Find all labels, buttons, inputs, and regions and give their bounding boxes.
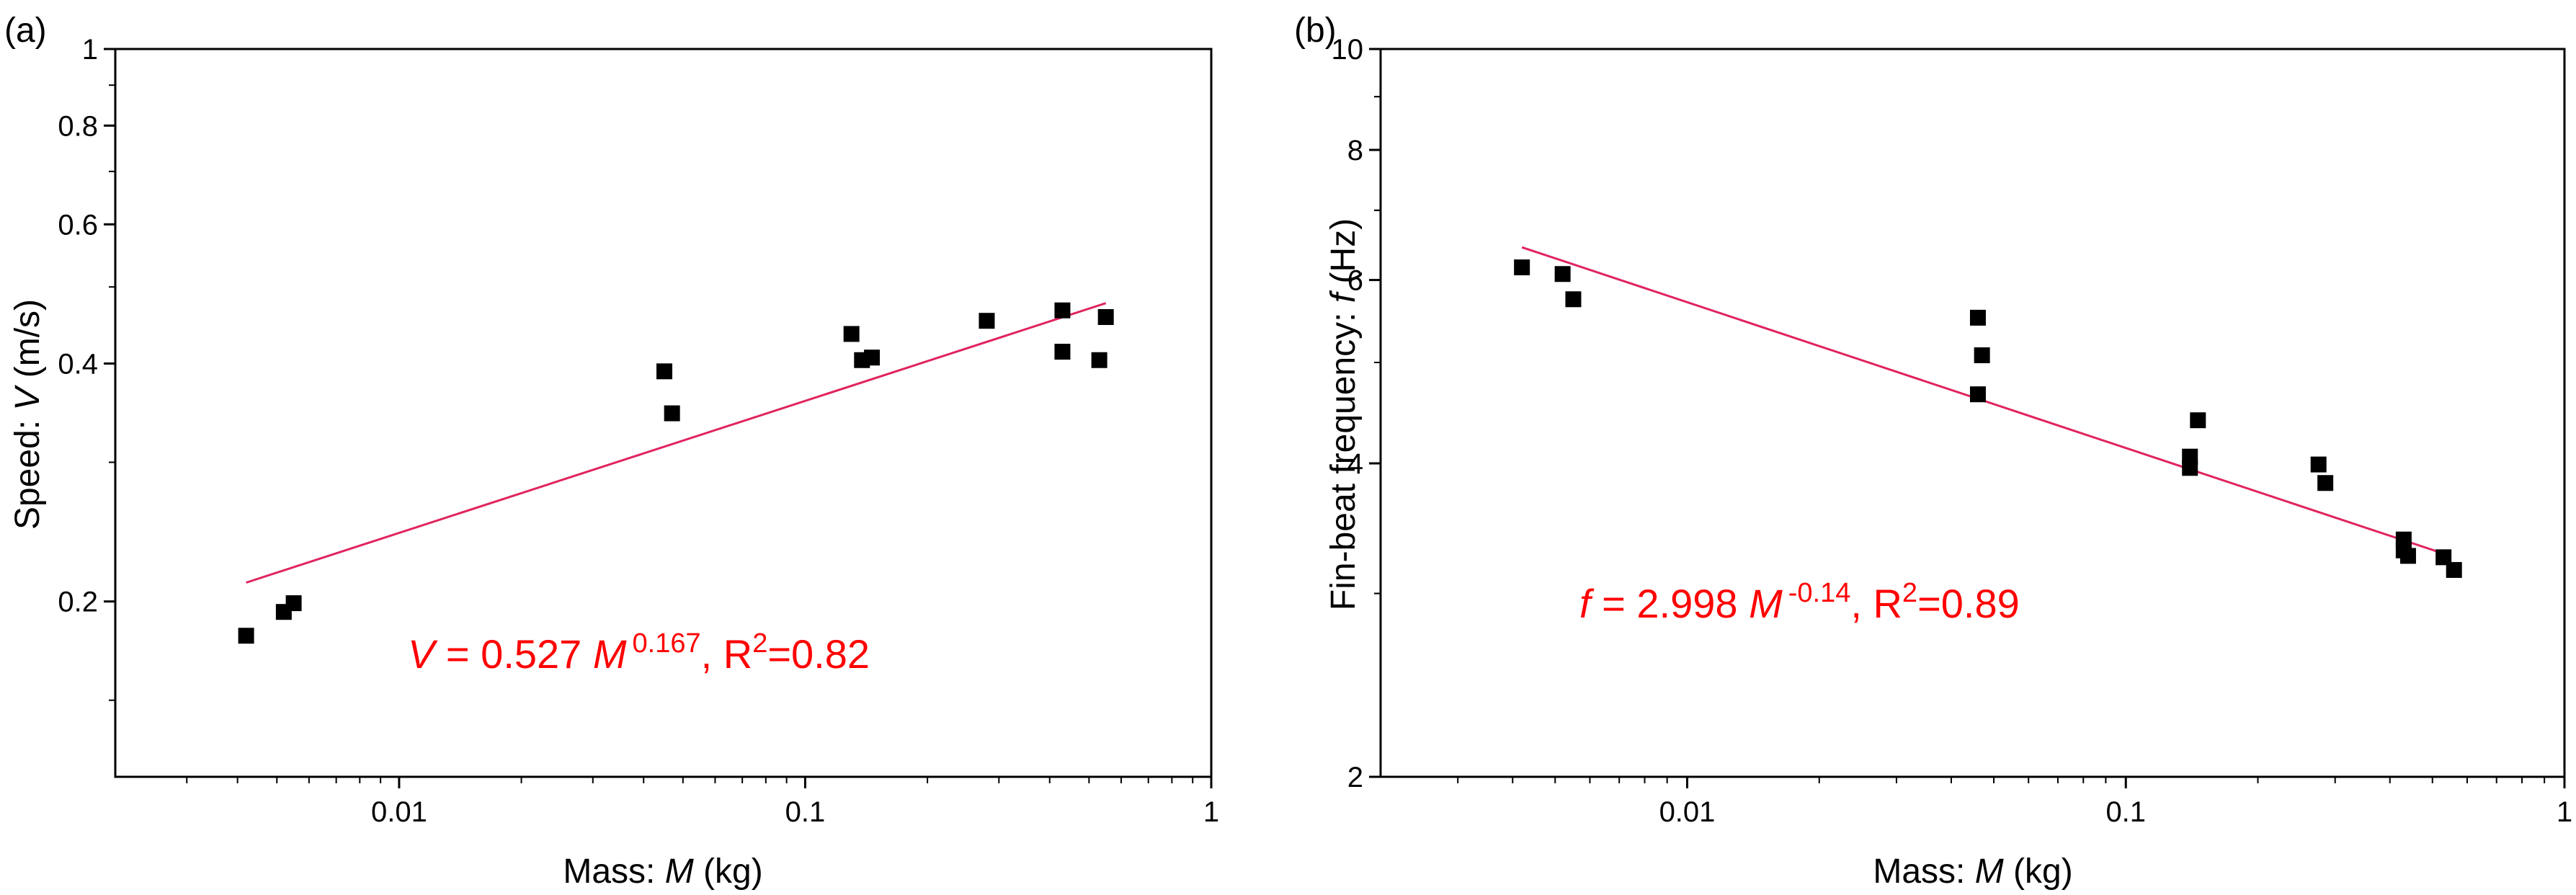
panel-a-data-point (864, 349, 881, 366)
panel-b-frame (1379, 48, 2566, 778)
panel-b-eq-mid: = 2.998 (1591, 581, 1750, 626)
panel-a-y-tick-label: 1 (82, 34, 98, 66)
panel-b-data-point (2310, 456, 2327, 473)
panel-b-fit-group (1521, 246, 2451, 557)
panel-a-fit-line (246, 302, 1107, 584)
panel-a-y-tick-label: 0.6 (58, 209, 98, 241)
panel-b-eq-r-label: , R (1850, 581, 1902, 626)
panel-a-data-point (1097, 308, 1114, 325)
panel-b-y-axis-label: Fin-beat frequency: f (Hz) (1324, 218, 1363, 610)
panel-a-ylabel-suffix: (m/s) (9, 299, 47, 388)
panel-b-data-point (2317, 475, 2334, 491)
panel-b-data-point (2182, 460, 2198, 476)
panel-b: (b) 0.01 0.1 1 2 4 6 8 10 Mass: M (kg) Fin-beat… (1294, 12, 2572, 891)
panel-a-xlabel-suffix: (kg) (694, 852, 763, 891)
panel-a-ticks: 0.01 0.1 1 0.2 0.4 0.6 0.8 1 (58, 34, 1219, 828)
panel-a-eq-mid: = 0.527 (434, 631, 593, 677)
panel-b-data-point (1969, 309, 1986, 326)
panel-b-points (1514, 259, 2462, 578)
panel-a-eq-exp: 0.167 (633, 628, 701, 659)
panel-a-fit-group (246, 302, 1107, 584)
panel-a-data-point (1054, 344, 1071, 360)
panel-b-eq-var: M (1749, 581, 1783, 626)
panel-a-xlabel-var: M (665, 852, 694, 891)
panel-b-eq-r-exp: 2 (1902, 578, 1917, 608)
panel-a-eq-r-val: =0.82 (767, 631, 870, 677)
panel-a-xlabel-prefix: Mass: (563, 852, 664, 891)
panel-a-y-axis-label: Speed: V (m/s) (9, 299, 47, 530)
panel-a-y-tick-label: 0.2 (58, 587, 98, 618)
panel-a-y-tick-label: 0.4 (58, 348, 98, 380)
panel-a-data-point (238, 628, 254, 644)
panel-b-xlabel-var: M (1975, 852, 2004, 891)
panel-b-y-tick-label: 2 (1347, 762, 1363, 793)
panel-b-x-tick-label: 0.01 (1659, 796, 1716, 828)
panel-a-eq-lhs: V (408, 631, 438, 677)
panel-a-eq-r-label: , R (701, 631, 753, 677)
panel-a-data-point (843, 326, 860, 342)
panel-a-data-point (656, 363, 673, 380)
panel-a-equation: V = 0.527 M 0.167, R2=0.82 (408, 628, 870, 677)
panel-b-data-point (1565, 291, 1582, 308)
panel-a-frame (114, 48, 1213, 778)
panel-b-data-point (2190, 412, 2206, 429)
panel-b-data-point (1974, 347, 1990, 364)
panel-b-data-point (1554, 266, 1571, 282)
panel-a-ylabel-var: V (9, 385, 47, 411)
panel-b-x-tick-label: 0.1 (2105, 796, 2146, 828)
panel-a-data-point (664, 405, 680, 422)
panel-a-ylabel-prefix: Speed: (9, 411, 47, 530)
panel-a-eq-var: M (593, 631, 627, 677)
panel-a-x-tick-label: 1 (1203, 796, 1219, 828)
panel-b-eq-r-val: =0.89 (1917, 581, 2020, 626)
panel-b-data-point (2399, 548, 2416, 564)
panel-b-ticks: 0.01 0.1 1 2 4 6 8 10 (1332, 34, 2573, 828)
panel-b-equation: f = 2.998 M -0.14, R2=0.89 (1579, 578, 2020, 626)
panel-b-ylabel-suffix: (Hz) (1324, 218, 1363, 293)
panel-a-data-point (285, 595, 302, 612)
panel-b-y-tick-label: 4 (1347, 448, 1363, 480)
panel-b-data-point (2446, 561, 2462, 578)
panel-b-xlabel-suffix: (kg) (2004, 852, 2073, 891)
panel-b-x-tick-label: 1 (2557, 796, 2572, 828)
panel-b-y-tick-label: 6 (1347, 265, 1363, 297)
panel-a-data-point (979, 313, 995, 329)
panel-a-y-tick-label: 0.8 (58, 110, 98, 142)
panel-b-data-point (1969, 386, 1986, 403)
panel-b-y-tick-label: 8 (1347, 135, 1363, 166)
panel-a-x-tick-label: 0.01 (371, 796, 427, 828)
panel-b-data-point (2435, 549, 2452, 566)
panel-a: (a) 0.01 0.1 1 0.2 0.4 0.6 0.8 1 Mass: M (kg) S… (4, 12, 1219, 891)
panel-b-label: (b) (1294, 12, 1337, 50)
panel-a-data-point (1091, 352, 1107, 368)
panel-a-data-point (1054, 302, 1071, 319)
panel-b-ylabel-prefix: Fin-beat frequency: (1324, 303, 1363, 610)
panel-b-data-point (1514, 259, 1530, 276)
panel-b-xlabel-prefix: Mass: (1873, 852, 1974, 891)
panel-a-label: (a) (4, 12, 47, 50)
panel-a-eq-r-exp: 2 (752, 628, 767, 659)
panel-a-x-axis-label: Mass: M (kg) (563, 852, 762, 891)
panel-b-fit-line (1521, 246, 2451, 557)
panel-a-x-tick-label: 0.1 (785, 796, 826, 828)
panel-a-points (238, 302, 1114, 644)
panel-b-eq-exp: -0.14 (1788, 578, 1851, 608)
panel-b-y-tick-label: 10 (1332, 34, 1364, 66)
panel-b-x-axis-label: Mass: M (kg) (1873, 852, 2072, 891)
